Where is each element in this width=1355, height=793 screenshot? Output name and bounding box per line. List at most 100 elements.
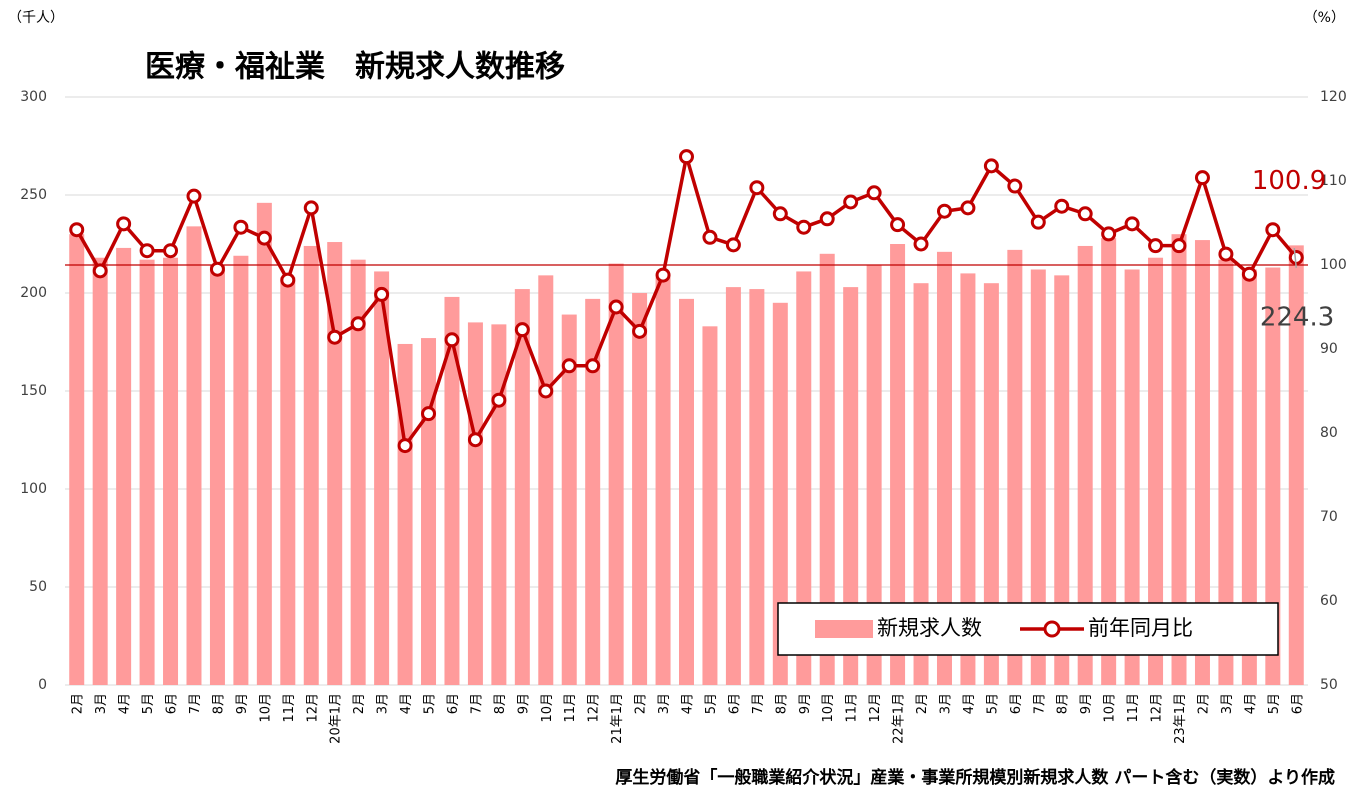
x-tick-label: 3月 bbox=[657, 693, 672, 714]
x-tick-label: 3月 bbox=[1220, 693, 1235, 714]
bar bbox=[702, 326, 718, 685]
y-tick-label: 300 bbox=[20, 89, 47, 105]
bar bbox=[233, 255, 249, 685]
x-tick-label: 11月 bbox=[845, 693, 860, 723]
label-leader bbox=[1293, 247, 1298, 269]
line-marker bbox=[444, 332, 460, 348]
x-tick-label: 2月 bbox=[1196, 693, 1211, 714]
bar bbox=[913, 283, 929, 685]
line-marker bbox=[514, 322, 530, 338]
x-tick-label: 22年1月 bbox=[892, 693, 907, 744]
line-marker bbox=[1171, 238, 1187, 254]
line-marker bbox=[913, 236, 929, 252]
legend-label: 前年同月比 bbox=[1088, 616, 1193, 640]
line-marker bbox=[772, 206, 788, 222]
x-tick-label: 2月 bbox=[71, 693, 86, 714]
x-tick-label: 7月 bbox=[1032, 693, 1047, 714]
y-tick-label: 200 bbox=[20, 285, 47, 301]
bar bbox=[92, 257, 108, 685]
bar bbox=[69, 234, 85, 685]
line-marker bbox=[116, 216, 132, 232]
bar bbox=[327, 242, 343, 686]
line-marker bbox=[843, 194, 859, 210]
x-tick-label: 2月 bbox=[352, 693, 367, 714]
legend-label: 新規求人数 bbox=[877, 616, 982, 640]
x-tick-label: 10月 bbox=[540, 693, 555, 723]
line-marker bbox=[632, 323, 648, 339]
line-marker bbox=[1007, 178, 1023, 194]
x-tick-label: 6月 bbox=[1009, 693, 1024, 714]
x-tick-label: 10月 bbox=[821, 693, 836, 723]
x-tick-label: 8月 bbox=[1056, 693, 1071, 714]
bar bbox=[936, 251, 952, 685]
y-tick-label: 250 bbox=[20, 187, 47, 203]
bar bbox=[1054, 275, 1070, 685]
bar bbox=[585, 298, 601, 685]
x-tick-label: 11月 bbox=[1126, 693, 1141, 723]
bar bbox=[1218, 259, 1234, 685]
line-marker bbox=[1241, 266, 1257, 282]
line-marker bbox=[233, 219, 249, 235]
line-marker bbox=[585, 358, 601, 374]
bar bbox=[1007, 249, 1023, 685]
x-tick-label: 11月 bbox=[563, 693, 578, 723]
bar bbox=[655, 277, 671, 685]
y-tick-label: 0 bbox=[38, 677, 47, 693]
x-tick-label: 7月 bbox=[751, 693, 766, 714]
bar bbox=[139, 259, 155, 685]
data-label: 100.9 bbox=[1252, 166, 1326, 196]
bar bbox=[561, 314, 577, 685]
line-marker bbox=[374, 286, 390, 302]
line-marker bbox=[655, 267, 671, 283]
line-marker bbox=[256, 230, 272, 246]
bar bbox=[749, 289, 765, 685]
line-marker bbox=[491, 392, 507, 408]
bar bbox=[632, 293, 648, 685]
bar bbox=[256, 202, 272, 685]
line-marker bbox=[983, 158, 999, 174]
legend-marker bbox=[1043, 620, 1061, 638]
x-tick-label: 8月 bbox=[493, 693, 508, 714]
line-marker bbox=[327, 329, 343, 345]
line-marker bbox=[796, 219, 812, 235]
x-tick-label: 4月 bbox=[118, 693, 133, 714]
x-tick-label: 6月 bbox=[727, 693, 742, 714]
x-tick-label: 4月 bbox=[962, 693, 977, 714]
bar bbox=[1124, 269, 1140, 685]
x-tick-label: 5月 bbox=[423, 693, 438, 714]
line-marker bbox=[890, 217, 906, 233]
line-marker bbox=[561, 358, 577, 374]
x-tick-label: 3月 bbox=[376, 693, 391, 714]
line-marker bbox=[139, 243, 155, 259]
x-tick-label: 4月 bbox=[399, 693, 414, 714]
chart-title: 医療・福祉業 新規求人数推移 bbox=[145, 50, 565, 85]
line-marker bbox=[960, 200, 976, 216]
y2-unit: （%） bbox=[1304, 10, 1345, 26]
x-tick-label: 2月 bbox=[915, 693, 930, 714]
x-tick-label: 12月 bbox=[305, 693, 320, 723]
x-tick-label: 9月 bbox=[235, 693, 250, 714]
x-tick-label: 3月 bbox=[938, 693, 953, 714]
line-marker bbox=[1101, 226, 1117, 242]
line-marker bbox=[467, 432, 483, 448]
bar bbox=[421, 338, 437, 685]
bar bbox=[819, 253, 835, 686]
bar bbox=[608, 263, 624, 685]
line-marker bbox=[538, 383, 554, 399]
line-marker bbox=[280, 272, 296, 288]
bar bbox=[960, 273, 976, 685]
bar bbox=[843, 287, 859, 685]
line-marker bbox=[1194, 170, 1210, 186]
line-marker bbox=[1077, 206, 1093, 222]
x-tick-label: 5月 bbox=[985, 693, 1000, 714]
bar bbox=[374, 271, 390, 685]
bar bbox=[444, 296, 460, 685]
y-tick-label: 50 bbox=[29, 579, 47, 595]
bar bbox=[1265, 267, 1281, 685]
x-tick-label: 21年1月 bbox=[610, 693, 625, 744]
x-tick-label: 6月 bbox=[165, 693, 180, 714]
bar bbox=[1030, 269, 1046, 685]
line-marker bbox=[725, 237, 741, 253]
line-marker bbox=[350, 316, 366, 332]
